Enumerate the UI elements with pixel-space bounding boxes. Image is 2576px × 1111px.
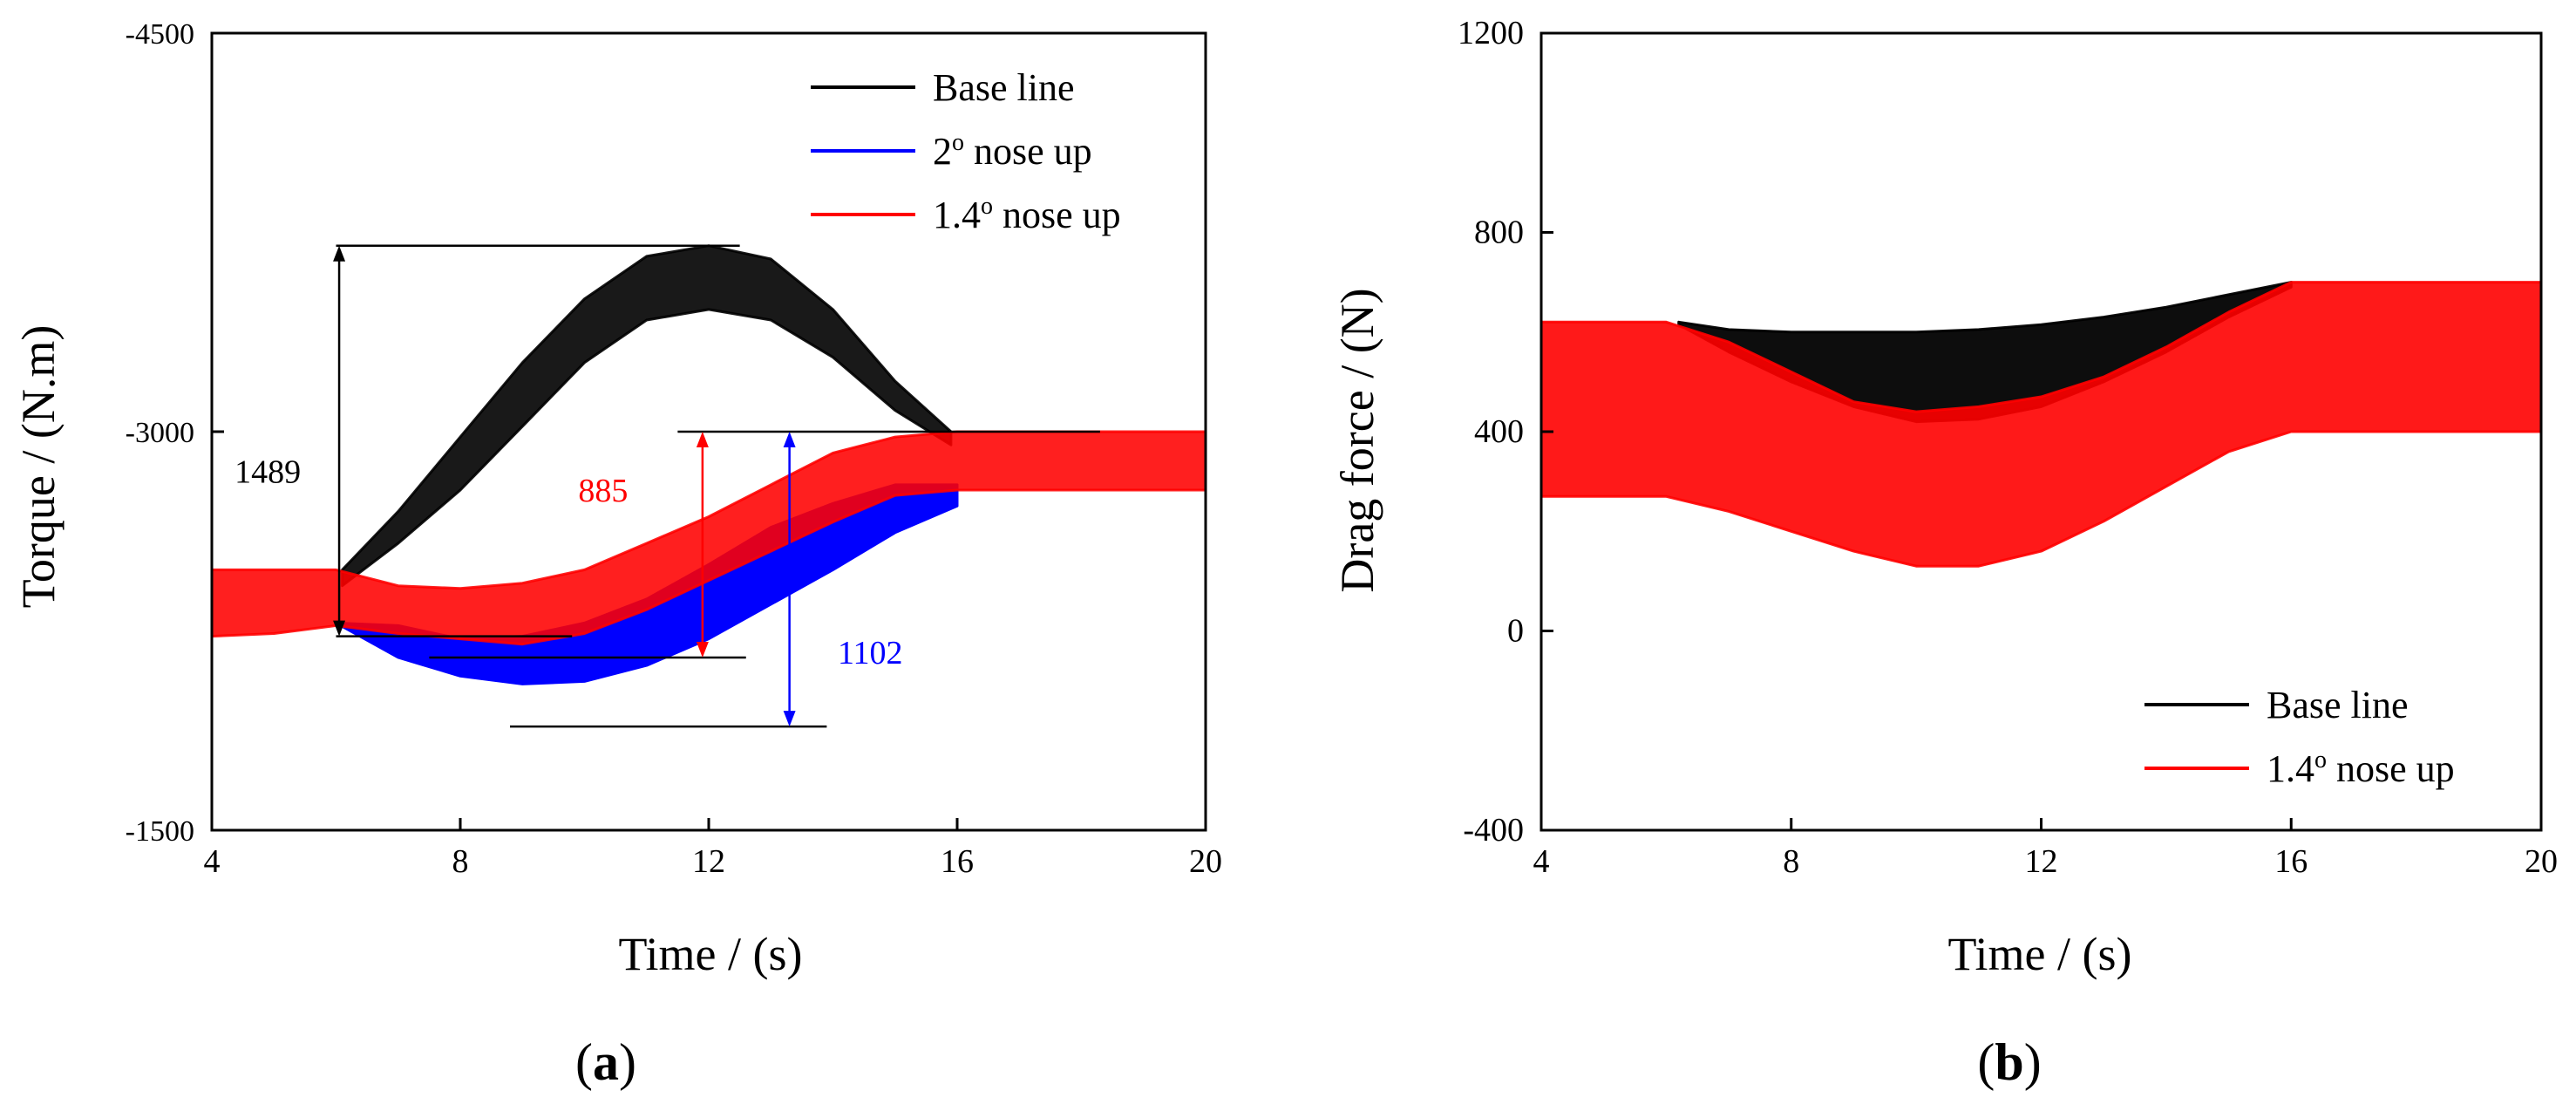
- y-tick-label: 1200: [1458, 15, 1524, 51]
- x-tick-label: 4: [204, 843, 221, 880]
- x-tick-label: 8: [1783, 843, 1799, 880]
- annotation-label: 1102: [838, 635, 903, 671]
- legend-label: Base line: [2267, 684, 2409, 726]
- legend-label: 2o nose up: [933, 129, 1092, 173]
- panel-b-chart: 4 8 12 16 20 -400 0 400 800 1200 Time / (s) Drag …: [1331, 15, 2558, 1091]
- x-tick-label: 12: [2025, 843, 2058, 880]
- panel-a-chart: 1489 885 1102 4 8 12 16 20 -1500 -3000 -4500 Time…: [12, 18, 1222, 1091]
- panel-b-x-axis-title: Time / (s): [1947, 928, 2131, 980]
- x-tick-label: 20: [2525, 843, 2558, 880]
- y-tick-label: -4500: [126, 18, 194, 51]
- x-tick-label: 16: [941, 843, 974, 880]
- y-tick-label: -3000: [126, 417, 194, 449]
- y-tick-label: 400: [1474, 413, 1524, 450]
- arrow-head-up: [783, 432, 796, 447]
- annotation-label: 885: [578, 473, 628, 509]
- x-tick-label: 20: [1189, 843, 1222, 880]
- legend-label: 1.4o nose up: [933, 193, 1121, 236]
- x-tick-label: 16: [2274, 843, 2308, 880]
- y-tick-label: -400: [1463, 812, 1524, 849]
- panel-a-label: (a): [575, 1033, 636, 1091]
- y-tick-label: 800: [1474, 215, 1524, 251]
- arrow-head-down: [783, 711, 796, 727]
- arrow-head-down: [696, 641, 709, 658]
- x-tick-label: 12: [692, 843, 725, 880]
- arrow-head-up: [696, 432, 709, 447]
- panel-b-label: (b): [1977, 1033, 2041, 1091]
- legend-label: 1.4o nose up: [2267, 746, 2455, 790]
- legend-label: Base line: [933, 66, 1075, 109]
- panel-b-y-axis-title: Drag force / (N): [1331, 288, 1383, 592]
- panel-a-y-axis-title: Torque / (N.m): [12, 325, 65, 609]
- x-tick-label: 4: [1533, 843, 1550, 880]
- arrow-head-down: [333, 620, 346, 637]
- y-tick-label: -1500: [126, 815, 194, 848]
- y-tick-label: 0: [1507, 613, 1524, 650]
- annotation-label: 1489: [234, 454, 301, 491]
- arrow-head-up: [333, 245, 346, 262]
- x-tick-label: 8: [452, 843, 469, 880]
- panel-a-x-axis-title: Time / (s): [618, 928, 802, 980]
